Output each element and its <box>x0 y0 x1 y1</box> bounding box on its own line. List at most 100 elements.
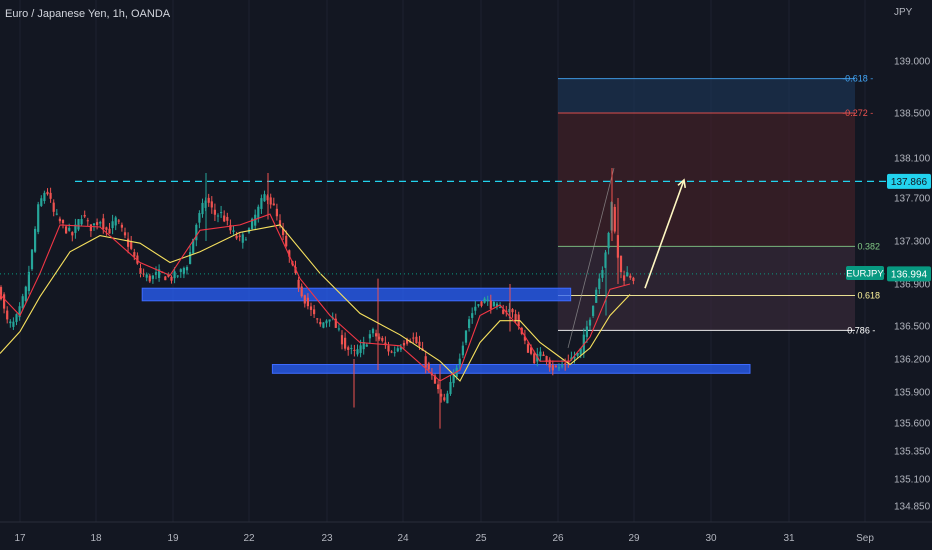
price-tick-label: 139.000 <box>894 57 931 68</box>
candle-body <box>123 232 127 236</box>
candle-body <box>495 303 499 307</box>
candle-body <box>21 296 24 309</box>
price-axis[interactable] <box>886 0 932 522</box>
candle-body <box>65 226 68 234</box>
candle-body <box>77 219 80 230</box>
candle-body <box>334 318 337 328</box>
candle-body <box>232 230 235 232</box>
candle-body <box>254 214 257 226</box>
candle-body <box>548 359 551 368</box>
candle-body <box>378 336 381 340</box>
candle-body <box>458 358 461 365</box>
projection-arrow[interactable] <box>644 178 687 289</box>
candle-body <box>502 309 505 314</box>
candle-body <box>306 297 309 307</box>
candle-body <box>309 306 313 310</box>
candle-body <box>619 255 623 273</box>
trend-line[interactable] <box>567 167 615 349</box>
candle-body <box>626 272 629 277</box>
candle-body <box>530 347 533 354</box>
candle-body <box>145 274 148 278</box>
candle-body <box>433 375 437 384</box>
candle-body <box>99 222 102 224</box>
symbol-badge <box>846 266 884 280</box>
candle-body <box>328 319 331 322</box>
candle-body <box>452 373 455 384</box>
candle-body <box>229 225 232 231</box>
candle-body <box>623 275 626 281</box>
price-tick-label: 136.200 <box>894 355 931 366</box>
fib-level-label: 0.618 <box>858 291 881 301</box>
candle-body <box>554 365 557 367</box>
candle-body <box>49 192 52 199</box>
candle-body <box>251 218 254 230</box>
candle-body <box>492 301 495 307</box>
candle-body <box>223 215 226 222</box>
candle-body <box>483 298 486 303</box>
candle-body <box>37 204 40 232</box>
candle-body <box>55 213 58 215</box>
candle-body <box>86 220 89 222</box>
candle-body <box>359 345 362 353</box>
candle-body <box>526 344 530 353</box>
support-zone <box>141 287 572 302</box>
candle-body <box>471 313 474 318</box>
candle-body <box>390 351 393 353</box>
candle-body <box>464 330 468 343</box>
candle-body <box>257 206 260 218</box>
price-tick-label: 135.900 <box>894 388 931 399</box>
candle-body <box>220 212 223 214</box>
candle-body <box>83 215 86 217</box>
price-tick-label: 137.700 <box>894 194 931 205</box>
candle-body <box>179 269 182 272</box>
candle-body <box>365 344 368 347</box>
candle-body <box>68 227 71 231</box>
candle-body <box>567 360 570 364</box>
candle-body <box>6 310 9 320</box>
fibonacci-extension[interactable] <box>558 78 855 331</box>
candle-body <box>533 353 536 364</box>
candle-body <box>406 339 409 344</box>
currency-label: JPY <box>894 7 913 18</box>
candle-body <box>192 238 195 254</box>
candle-body <box>588 319 592 326</box>
candle-body <box>139 268 142 275</box>
candle-body <box>322 322 325 328</box>
chart-title: Euro / Japanese Yen, 1h, OANDA <box>5 8 171 20</box>
candle-body <box>27 271 30 291</box>
time-tick-label: 18 <box>90 533 102 544</box>
candle-body <box>269 197 272 205</box>
candle-body <box>542 354 545 357</box>
time-tick-label: 31 <box>783 533 795 544</box>
candle-body <box>102 218 105 230</box>
time-tick-label: 30 <box>705 533 717 544</box>
candle-body <box>127 238 130 247</box>
candle-body <box>182 267 185 275</box>
fib-band-upper <box>558 113 855 247</box>
candle-body <box>601 270 604 278</box>
support-zones[interactable] <box>141 287 751 374</box>
time-tick-label: 22 <box>243 533 255 544</box>
arrow-head <box>677 178 687 189</box>
candle-body <box>185 267 189 271</box>
candle-body <box>557 367 561 369</box>
price-tags: 137.866 136.994 <box>887 173 931 282</box>
candle-body <box>120 224 123 228</box>
candle-body <box>412 337 415 339</box>
time-tick-label: Sep <box>856 533 874 544</box>
candle-body <box>24 286 27 301</box>
candle-body <box>629 275 632 278</box>
candle-body <box>61 220 65 224</box>
candle-body <box>71 232 74 236</box>
fib-level-label: 0.786 - <box>847 325 875 335</box>
candle-body <box>40 198 43 206</box>
candle-body <box>592 305 595 316</box>
price-tick-label: 136.500 <box>894 322 931 333</box>
candle-body <box>241 234 244 243</box>
price-tick-label: 138.500 <box>894 109 931 120</box>
candle-body <box>278 220 282 226</box>
support-zone <box>271 364 751 374</box>
candle-body <box>579 348 582 355</box>
candle-body <box>523 336 526 341</box>
